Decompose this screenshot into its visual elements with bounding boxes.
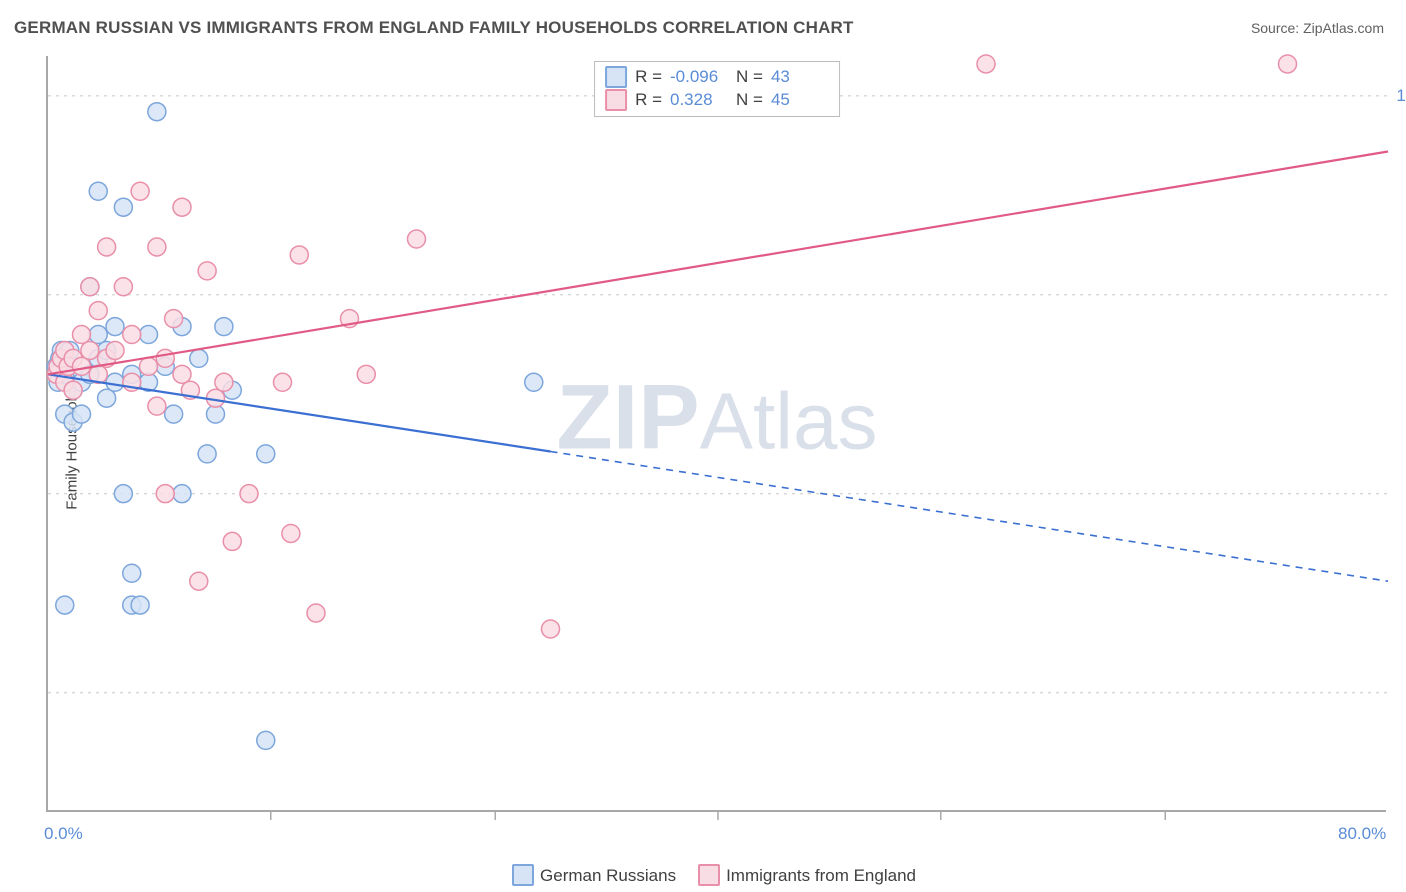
stat-n-label: N = — [736, 66, 763, 89]
stat-n-value: 45 — [771, 89, 829, 112]
legend-label: German Russians — [540, 866, 676, 885]
stat-n-label: N = — [736, 89, 763, 112]
chart-title: GERMAN RUSSIAN VS IMMIGRANTS FROM ENGLAN… — [14, 18, 854, 38]
stat-row: R = 0.328 N = 45 — [605, 89, 829, 112]
source-name: ZipAtlas.com — [1303, 20, 1384, 36]
plot-area: ZIPAtlas R =-0.096N =43R =0.328N =45 25.… — [46, 56, 1386, 812]
legend-swatch — [698, 864, 720, 886]
stat-row: R = -0.096 N = 43 — [605, 66, 829, 89]
legend-swatch — [605, 89, 627, 111]
x-tick-label: 0.0% — [44, 824, 83, 844]
source-attribution: Source: ZipAtlas.com — [1251, 20, 1384, 36]
legend-swatch — [512, 864, 534, 886]
legend-swatch — [605, 66, 627, 88]
plot-svg — [48, 56, 1388, 812]
legend-label: Immigrants from England — [726, 866, 916, 885]
x-tick-label: 80.0% — [1338, 824, 1386, 844]
stat-r-value: 0.328 — [670, 89, 728, 112]
stat-r-label: R = — [635, 89, 662, 112]
stat-r-label: R = — [635, 66, 662, 89]
source-label: Source: — [1251, 20, 1299, 36]
stat-r-value: -0.096 — [670, 66, 728, 89]
stat-n-value: 43 — [771, 66, 829, 89]
correlation-stat-box: R = -0.096 N = 43 R = 0.328 N = 45 — [594, 61, 840, 117]
bottom-legend: German Russians Immigrants from England — [0, 864, 1406, 886]
y-tick-label: 100.0% — [1396, 86, 1406, 106]
